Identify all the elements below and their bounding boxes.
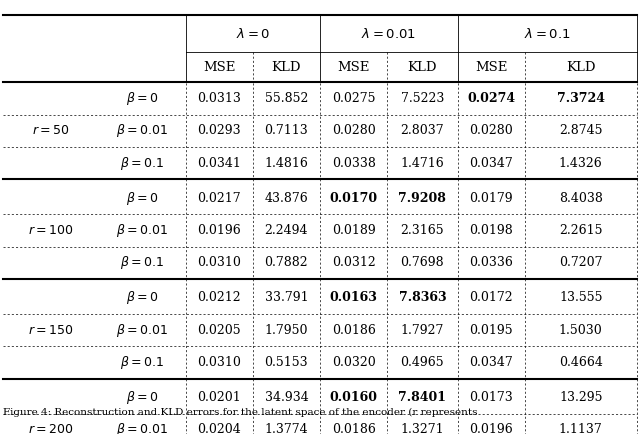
Text: 0.0313: 0.0313 [197,92,241,105]
Text: 7.9208: 7.9208 [399,192,446,205]
Text: 0.0163: 0.0163 [330,291,378,304]
Text: 0.0205: 0.0205 [197,324,241,337]
Text: 0.0179: 0.0179 [469,192,513,205]
Text: 7.8401: 7.8401 [398,391,447,404]
Text: $r = 200$: $r = 200$ [28,423,74,434]
Text: 0.0310: 0.0310 [197,256,241,270]
Text: 0.0198: 0.0198 [469,224,513,237]
Text: 2.3165: 2.3165 [401,224,444,237]
Text: $\beta = 0$: $\beta = 0$ [126,389,159,406]
Text: 43.876: 43.876 [264,192,308,205]
Text: $\beta = 0.1$: $\beta = 0.1$ [120,155,164,172]
Text: 0.0201: 0.0201 [197,391,241,404]
Text: 2.8037: 2.8037 [401,125,444,138]
Text: KLD: KLD [408,61,437,74]
Text: 0.0280: 0.0280 [332,125,376,138]
Text: 0.0212: 0.0212 [197,291,241,304]
Text: 0.7113: 0.7113 [264,125,308,138]
Text: 0.0274: 0.0274 [467,92,515,105]
Text: 1.5030: 1.5030 [559,324,603,337]
Text: 0.0186: 0.0186 [332,324,376,337]
Text: MSE: MSE [475,61,508,74]
Text: 0.5153: 0.5153 [264,356,308,369]
Text: 1.3271: 1.3271 [401,423,444,434]
Text: 0.0195: 0.0195 [469,324,513,337]
Text: 0.0172: 0.0172 [469,291,513,304]
Text: 0.0189: 0.0189 [332,224,376,237]
Text: $\lambda = 0$: $\lambda = 0$ [236,26,270,41]
Text: 0.0170: 0.0170 [330,192,378,205]
Text: 0.0338: 0.0338 [332,157,376,170]
Text: 7.8363: 7.8363 [399,291,446,304]
Text: 0.0280: 0.0280 [469,125,513,138]
Text: 0.0275: 0.0275 [332,92,375,105]
Text: KLD: KLD [271,61,301,74]
Text: 0.0320: 0.0320 [332,356,376,369]
Text: 1.4716: 1.4716 [401,157,444,170]
Text: 0.0341: 0.0341 [197,157,241,170]
Text: $\lambda = 0.1$: $\lambda = 0.1$ [524,26,570,41]
Text: 1.4326: 1.4326 [559,157,603,170]
Text: $\beta = 0$: $\beta = 0$ [126,90,159,107]
Text: 55.852: 55.852 [265,92,308,105]
Text: 0.0160: 0.0160 [330,391,378,404]
Text: $\beta = 0.01$: $\beta = 0.01$ [116,122,168,139]
Text: 33.791: 33.791 [264,291,308,304]
Text: 0.0204: 0.0204 [197,423,241,434]
Text: 7.3724: 7.3724 [557,92,605,105]
Text: $r = 50$: $r = 50$ [33,125,70,138]
Text: $\beta = 0.01$: $\beta = 0.01$ [116,222,168,239]
Text: 0.7207: 0.7207 [559,256,602,270]
Text: 1.7950: 1.7950 [265,324,308,337]
Text: 0.0347: 0.0347 [469,157,513,170]
Text: $\beta = 0.1$: $\beta = 0.1$ [120,354,164,371]
Text: 0.7882: 0.7882 [264,256,308,270]
Text: 0.0347: 0.0347 [469,356,513,369]
Text: $r = 150$: $r = 150$ [28,324,74,337]
Text: MSE: MSE [337,61,370,74]
Text: $\beta = 0.01$: $\beta = 0.01$ [116,421,168,434]
Text: Figure 4: Reconstruction and KLD errors for the latent space of the encoder (r r: Figure 4: Reconstruction and KLD errors … [3,408,477,417]
Text: 0.0217: 0.0217 [197,192,241,205]
Text: 0.0312: 0.0312 [332,256,376,270]
Text: 0.0293: 0.0293 [197,125,241,138]
Text: $\beta = 0$: $\beta = 0$ [126,190,159,207]
Text: $\beta = 0.01$: $\beta = 0.01$ [116,322,168,339]
Text: $\beta = 0$: $\beta = 0$ [126,289,159,306]
Text: 8.4038: 8.4038 [559,192,603,205]
Text: $\beta = 0.1$: $\beta = 0.1$ [120,254,164,271]
Text: 13.295: 13.295 [559,391,602,404]
Text: MSE: MSE [203,61,236,74]
Text: 0.0173: 0.0173 [469,391,513,404]
Text: 0.0196: 0.0196 [197,224,241,237]
Text: 2.8745: 2.8745 [559,125,602,138]
Text: 1.3774: 1.3774 [264,423,308,434]
Text: 0.0186: 0.0186 [332,423,376,434]
Text: 0.4965: 0.4965 [401,356,444,369]
Text: $r = 100$: $r = 100$ [28,224,74,237]
Text: 0.0196: 0.0196 [469,423,513,434]
Text: 2.2494: 2.2494 [265,224,308,237]
Text: 0.7698: 0.7698 [401,256,444,270]
Text: 2.2615: 2.2615 [559,224,602,237]
Text: 0.0336: 0.0336 [469,256,513,270]
Text: 0.0310: 0.0310 [197,356,241,369]
Text: 13.555: 13.555 [559,291,602,304]
Text: 7.5223: 7.5223 [401,92,444,105]
Text: 1.1137: 1.1137 [559,423,603,434]
Text: 1.7927: 1.7927 [401,324,444,337]
Text: 34.934: 34.934 [264,391,308,404]
Text: $\lambda = 0.01$: $\lambda = 0.01$ [362,26,416,41]
Text: 0.4664: 0.4664 [559,356,603,369]
Text: 1.4816: 1.4816 [264,157,308,170]
Text: KLD: KLD [566,61,596,74]
